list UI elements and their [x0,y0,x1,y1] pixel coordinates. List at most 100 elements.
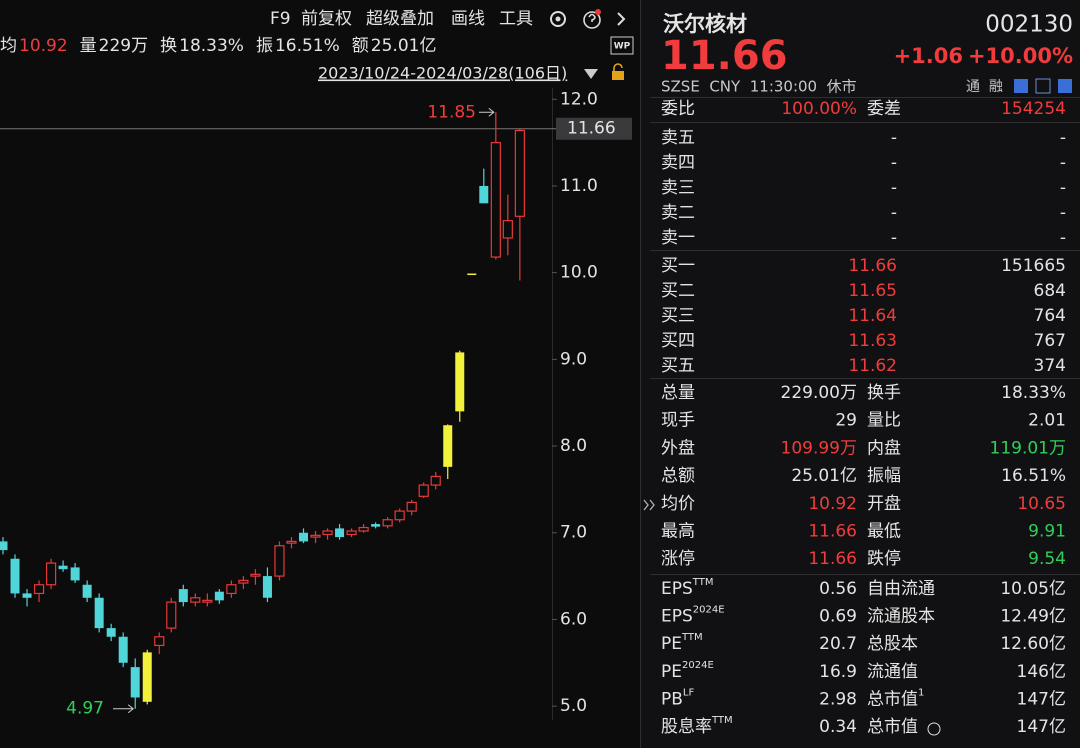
summary-value: 18.33% [179,36,244,56]
help-glyph[interactable] [588,13,596,23]
info-icon[interactable] [927,722,941,736]
trade-badges: 通 融 [966,79,1003,95]
y-tick-label: 10.0 [560,263,598,283]
field-value: 0.34 [819,717,857,737]
more-arrow[interactable] [617,12,626,26]
wp-badge[interactable]: WP [614,42,631,52]
candle-body [94,597,104,629]
label-sup: TTM [681,632,703,643]
book-label: 卖一 [661,228,695,248]
field-label: 总市值1 [867,687,924,709]
field-label: EPS2024E [661,605,725,627]
stock-code: 002130 [985,12,1073,38]
book-price: - [891,153,897,173]
lock-shackle[interactable] [613,63,623,71]
high-mark-arrow [479,107,495,117]
wp-badge-box[interactable] [610,36,634,55]
book-price: - [891,178,897,198]
y-tick-label: 6.0 [560,609,587,629]
book-volume: 374 [1034,356,1066,376]
candle-body [299,532,308,542]
help-ring[interactable] [583,11,601,29]
summary-value: 229万 [99,36,148,56]
summary-label: 均 [0,36,17,56]
candle-body [226,584,237,595]
field-value: 2.98 [819,689,857,709]
field-value: 0.69 [819,607,857,627]
date-range[interactable]: 2023/10/24-2024/03/28(106日) [318,64,567,83]
collapse-icon[interactable] [643,499,655,511]
field-value: 20.7 [819,634,857,654]
candle-body [394,510,405,521]
field-label: 量比 [867,411,901,431]
book-price: - [891,228,897,248]
add-icon[interactable] [1058,79,1072,93]
gear[interactable] [550,11,566,27]
range-dropdown[interactable] [584,69,598,79]
label-text: PE [661,634,682,654]
label-text: 股息率 [661,717,712,737]
field-value: 12.60亿 [1000,634,1066,654]
stock-name: 沃尔核材 [663,12,747,36]
toolbar-item[interactable]: 超级叠加 [366,9,434,29]
price-change: +1.06 [894,44,963,68]
label-text: PB [661,689,683,709]
lock-icon[interactable] [612,71,624,80]
candle-body [70,567,80,581]
toolbar-item[interactable]: F9 [270,9,291,29]
label-sup: TTM [692,577,714,588]
toolbar-item[interactable]: 画线 [451,9,485,29]
candle-body [514,129,525,217]
gear-hub[interactable] [555,16,561,22]
candle-body [154,636,165,647]
field-label: PETTM [661,632,703,654]
market-status: SZSE CNY 11:30:00 休市 [661,78,857,96]
high-mark-label: 11.85 [427,102,476,122]
candle-body [262,576,272,598]
book-volume: - [1060,178,1066,198]
help-icon[interactable] [583,9,601,29]
book-price: 11.65 [848,281,897,301]
field-value: 146亿 [1017,662,1066,682]
last-price-tag: 11.66 [567,119,616,139]
book-price: 11.66 [848,256,897,276]
field-value: 16.51% [1001,466,1066,486]
edit-icon[interactable] [1014,79,1028,93]
candle-body [166,601,177,629]
candle-body [45,562,57,586]
summary-value: 16.51% [275,36,340,56]
field-label: PE2024E [661,660,714,682]
candle-body [479,185,489,204]
field-label: 最低 [867,522,901,542]
summary-value: 10.92 [19,36,68,56]
window-icon[interactable] [1035,78,1051,94]
settings-icon[interactable] [550,11,566,27]
book-price: 11.63 [848,331,897,351]
y-tick-label: 8.0 [560,436,587,456]
candle-body [346,530,357,536]
candle-body [371,524,381,527]
candle-body [190,597,201,603]
summary-label: 振 [256,36,273,56]
candle-body [130,667,140,698]
field-label: 均价 [661,494,695,514]
price-change-pct: +10.00% [968,44,1073,68]
candle-body [214,591,224,601]
field-value: 11.66 [808,549,857,569]
label-text: 总股本 [867,634,918,654]
book-volume: 151665 [1001,256,1066,276]
toolbar-item[interactable]: 工具 [499,9,533,29]
book-volume: - [1060,128,1066,148]
label-sup: TTM [711,715,733,726]
last-price-tag-bg [556,117,632,140]
book-volume: 767 [1034,331,1066,351]
field-label: 自由流通 [867,579,935,599]
candle-body [142,652,152,702]
candle-body [455,352,465,412]
candle-body [178,589,188,603]
field-label: 流通值 [867,662,918,682]
toolbar-item[interactable]: 前复权 [301,9,352,29]
label-text: 自由流通 [867,579,935,599]
field-label: 最高 [661,522,695,542]
